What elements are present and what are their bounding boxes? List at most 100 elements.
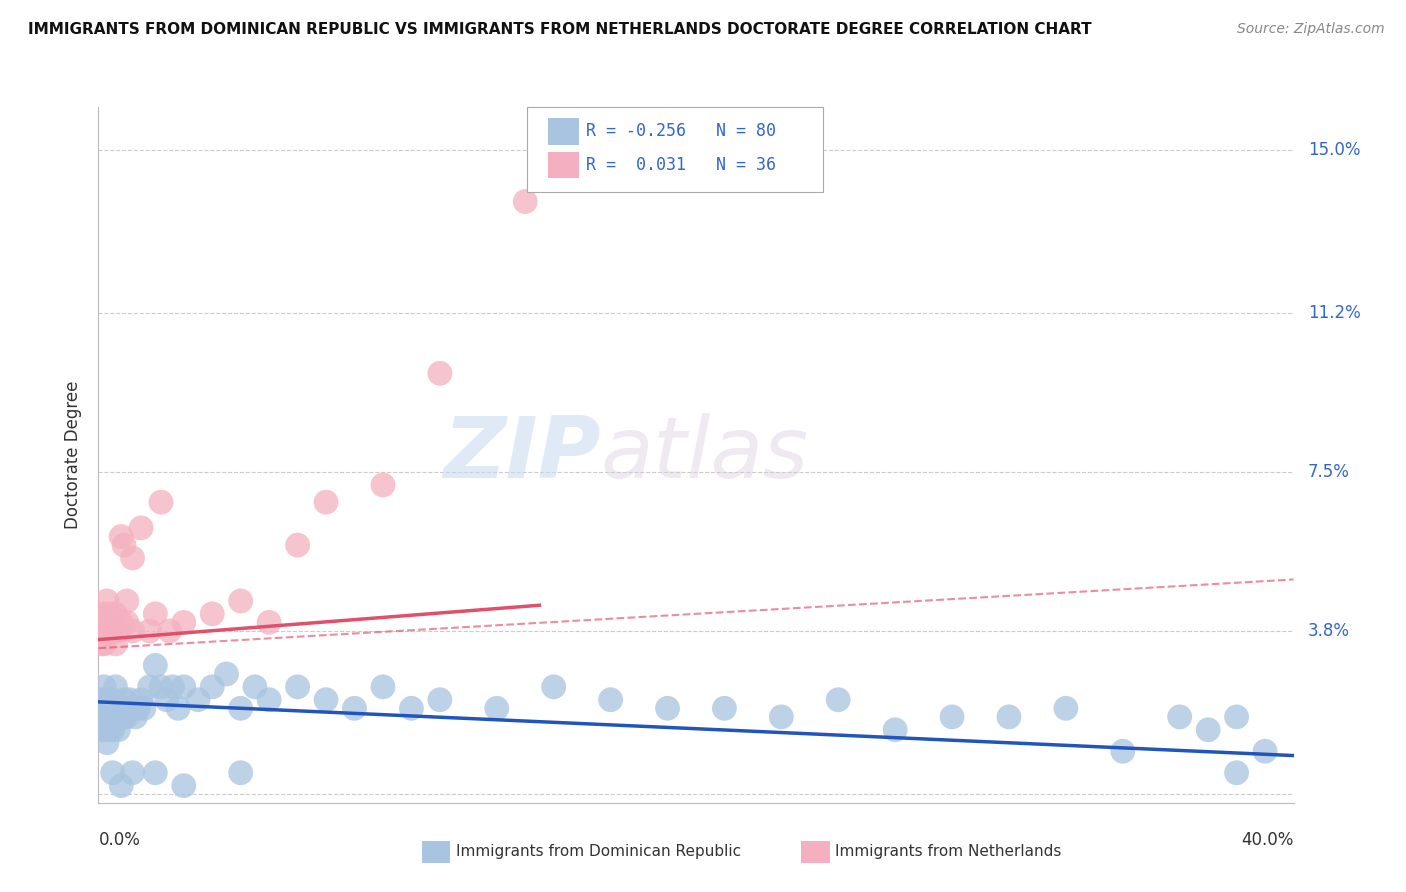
Point bbox=[104, 607, 127, 621]
Y-axis label: Doctorate Degree: Doctorate Degree bbox=[65, 381, 83, 529]
Point bbox=[132, 701, 155, 715]
Point bbox=[1254, 744, 1277, 758]
Text: atlas: atlas bbox=[600, 413, 808, 497]
Point bbox=[90, 710, 112, 724]
Point bbox=[124, 710, 146, 724]
Point bbox=[401, 701, 423, 715]
Point bbox=[257, 692, 280, 706]
Point bbox=[143, 607, 166, 621]
Text: 3.8%: 3.8% bbox=[1308, 622, 1350, 640]
Text: R =  0.031   N = 36: R = 0.031 N = 36 bbox=[586, 156, 776, 174]
Point bbox=[229, 765, 252, 780]
Point bbox=[162, 680, 184, 694]
Point bbox=[93, 637, 115, 651]
Point bbox=[115, 615, 138, 630]
Point bbox=[96, 594, 118, 608]
Point bbox=[229, 701, 252, 715]
Point bbox=[90, 723, 112, 737]
Point bbox=[101, 624, 124, 638]
Point bbox=[229, 594, 252, 608]
Point bbox=[129, 521, 152, 535]
Point bbox=[98, 624, 121, 638]
Point bbox=[107, 701, 129, 715]
Point bbox=[90, 615, 112, 630]
Point bbox=[101, 701, 124, 715]
Point bbox=[115, 594, 138, 608]
Point bbox=[343, 701, 366, 715]
Point bbox=[485, 701, 508, 715]
Point bbox=[315, 495, 337, 509]
Point bbox=[127, 701, 149, 715]
Point bbox=[93, 710, 115, 724]
Point bbox=[173, 680, 195, 694]
Point bbox=[159, 624, 181, 638]
Point bbox=[713, 701, 735, 715]
Point bbox=[98, 710, 121, 724]
Point bbox=[257, 615, 280, 630]
Point bbox=[96, 736, 118, 750]
Text: 15.0%: 15.0% bbox=[1308, 141, 1361, 159]
Point bbox=[101, 615, 124, 630]
Text: 11.2%: 11.2% bbox=[1308, 304, 1361, 322]
Point bbox=[201, 680, 224, 694]
Point bbox=[104, 701, 127, 715]
Point bbox=[90, 637, 112, 651]
Point bbox=[104, 680, 127, 694]
Point bbox=[96, 701, 118, 715]
Point bbox=[110, 701, 132, 715]
Point bbox=[129, 692, 152, 706]
Point bbox=[101, 710, 124, 724]
Point bbox=[1226, 710, 1249, 724]
Point bbox=[543, 680, 565, 694]
Point bbox=[371, 680, 394, 694]
Point bbox=[90, 692, 112, 706]
Point bbox=[110, 529, 132, 543]
Text: 7.5%: 7.5% bbox=[1308, 463, 1350, 481]
Point bbox=[287, 680, 309, 694]
Text: Immigrants from Netherlands: Immigrants from Netherlands bbox=[835, 845, 1062, 859]
Text: Source: ZipAtlas.com: Source: ZipAtlas.com bbox=[1237, 22, 1385, 37]
Point bbox=[98, 692, 121, 706]
Point bbox=[96, 692, 118, 706]
Point bbox=[143, 658, 166, 673]
Point bbox=[98, 701, 121, 715]
Point bbox=[1054, 701, 1077, 715]
Point bbox=[215, 667, 238, 681]
Point bbox=[104, 637, 127, 651]
Point bbox=[93, 701, 115, 715]
Point bbox=[101, 765, 124, 780]
Point bbox=[93, 723, 115, 737]
Point bbox=[599, 692, 621, 706]
Point bbox=[93, 607, 115, 621]
Point bbox=[104, 710, 127, 724]
Point bbox=[1112, 744, 1135, 758]
Point bbox=[115, 701, 138, 715]
Point bbox=[96, 710, 118, 724]
Point bbox=[118, 692, 141, 706]
Text: R = -0.256   N = 80: R = -0.256 N = 80 bbox=[586, 122, 776, 140]
Point bbox=[107, 710, 129, 724]
Point bbox=[98, 607, 121, 621]
Point bbox=[1197, 723, 1219, 737]
Point bbox=[93, 624, 115, 638]
Point bbox=[187, 692, 209, 706]
Point bbox=[150, 680, 173, 694]
Text: ZIP: ZIP bbox=[443, 413, 600, 497]
Point bbox=[115, 710, 138, 724]
Text: IMMIGRANTS FROM DOMINICAN REPUBLIC VS IMMIGRANTS FROM NETHERLANDS DOCTORATE DEGR: IMMIGRANTS FROM DOMINICAN REPUBLIC VS IM… bbox=[28, 22, 1091, 37]
Point bbox=[1168, 710, 1191, 724]
Point bbox=[121, 765, 143, 780]
Point bbox=[173, 779, 195, 793]
Point bbox=[156, 692, 179, 706]
Point bbox=[96, 723, 118, 737]
Point bbox=[110, 779, 132, 793]
Point bbox=[110, 710, 132, 724]
Point bbox=[998, 710, 1021, 724]
Point bbox=[138, 680, 160, 694]
Point bbox=[90, 624, 112, 638]
Point bbox=[107, 723, 129, 737]
Point bbox=[143, 765, 166, 780]
Point bbox=[827, 692, 849, 706]
Point bbox=[429, 692, 451, 706]
Point bbox=[150, 495, 173, 509]
